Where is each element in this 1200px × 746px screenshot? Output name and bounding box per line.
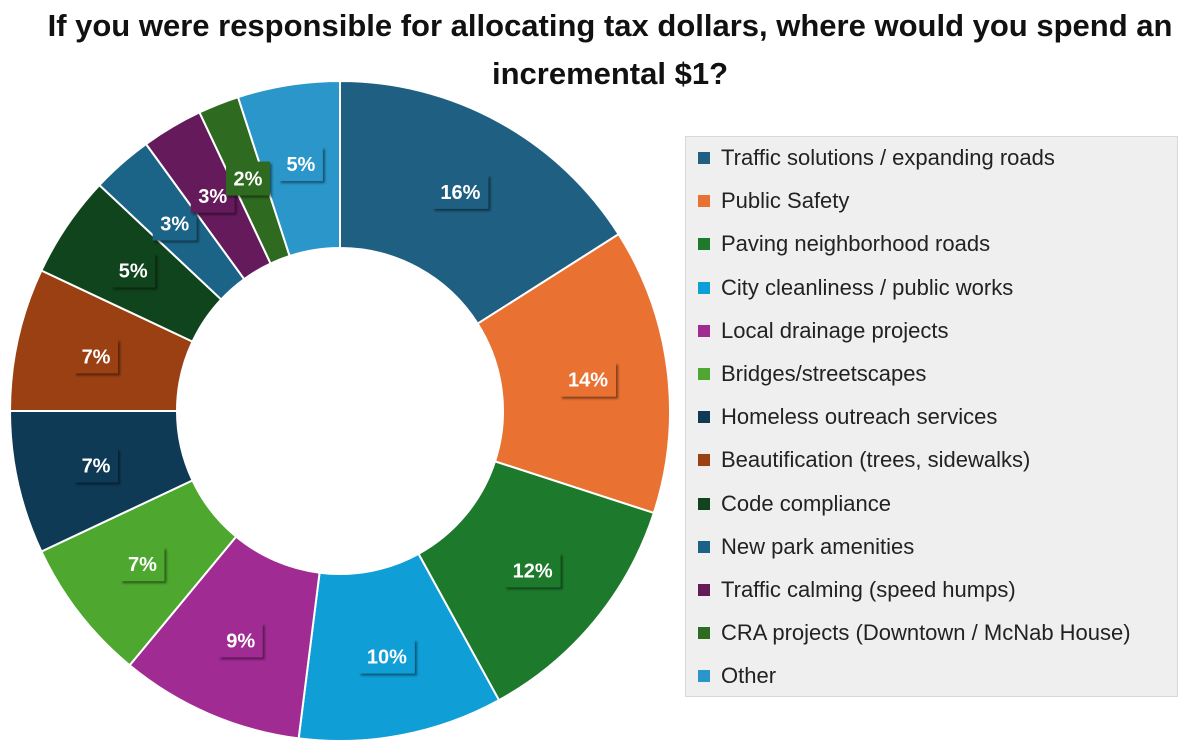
data-label-box-city-cleanliness-public-works: [358, 639, 415, 674]
data-label-new-park-amenities: 3%: [160, 213, 189, 235]
legend-item: Beautification (trees, sidewalks): [698, 445, 1030, 475]
data-label-local-drainage-projects: 9%: [226, 630, 255, 652]
slices-layer: [8, 79, 671, 742]
legend-label: Traffic calming (speed humps): [721, 577, 1016, 602]
data-label-box-homeless-outreach-services: [74, 448, 119, 483]
legend-label: Paving neighborhood roads: [721, 231, 991, 257]
legend-item: Other: [698, 661, 776, 691]
legend-label: Bridges/streetscapes: [721, 361, 927, 386]
legend-label: Local drainage projects: [721, 317, 949, 343]
legend-item: Public Safety: [698, 186, 849, 216]
legend-swatch: [698, 670, 710, 683]
legend-item: New park amenities: [698, 532, 914, 562]
legend-item: CRA projects (Downtown / McNab House): [698, 618, 1131, 648]
legend-swatch: [698, 584, 710, 596]
legend-label: Other: [721, 663, 777, 689]
legend-swatch: [698, 281, 710, 294]
data-label-box-local-drainage-projects: [218, 623, 263, 658]
legend-item: Local drainage projects: [698, 316, 948, 346]
data-label-box-cra-projects-downtown-mcnab-house: [225, 161, 270, 196]
legend-item: Paving neighborhood roads: [698, 229, 990, 259]
legend-swatch: [698, 627, 710, 640]
data-label-box-public-safety: [560, 362, 617, 397]
data-label-box-other: [278, 147, 323, 182]
legend-label: New park amenities: [721, 533, 915, 559]
data-label-box-new-park-amenities: [152, 206, 197, 241]
legend-swatch: [698, 195, 710, 208]
legend-swatch: [698, 454, 710, 467]
legend-item: Homeless outreach services: [698, 402, 997, 432]
data-label-box-bridges-streetscapes: [120, 547, 165, 582]
legend-label: Traffic solutions / expanding roads: [721, 145, 1055, 170]
data-label-box-code-compliance: [111, 253, 156, 288]
data-label-beautification-trees-sidewalks: 7%: [82, 346, 111, 368]
legend-swatch: [698, 411, 710, 424]
legend-label: Code compliance: [721, 490, 891, 516]
data-label-public-safety: 14%: [568, 370, 608, 392]
legend-item: Traffic solutions / expanding roads: [698, 143, 1055, 173]
data-label-box-beautification-trees-sidewalks: [74, 339, 119, 374]
data-label-traffic-solutions-expanding-roads: 16%: [440, 182, 480, 204]
data-label-box-traffic-solutions-expanding-roads: [432, 174, 489, 209]
legend-label: Homeless outreach services: [721, 404, 998, 430]
legend-item: Code compliance: [698, 489, 891, 519]
data-label-paving-neighborhood-roads: 12%: [513, 560, 553, 582]
legend-label: City cleanliness / public works: [721, 274, 1014, 300]
legend-item: Traffic calming (speed humps): [698, 575, 1016, 605]
data-label-other: 5%: [286, 154, 315, 176]
legend-swatch: [698, 152, 710, 164]
legend-label: Beautification (trees, sidewalks): [721, 447, 1031, 473]
legend-label: CRA projects (Downtown / McNab House): [721, 620, 1131, 646]
data-label-cra-projects-downtown-mcnab-house: 2%: [234, 169, 263, 191]
data-label-city-cleanliness-public-works: 10%: [367, 647, 407, 669]
legend-item: City cleanliness / public works: [698, 273, 1013, 303]
legend-swatch: [698, 324, 710, 337]
data-label-box-paving-neighborhood-roads: [504, 553, 561, 588]
legend-swatch: [698, 238, 710, 251]
legend-swatch: [698, 497, 710, 510]
data-label-traffic-calming-speed-humps: 3%: [198, 186, 227, 208]
data-label-bridges-streetscapes: 7%: [128, 554, 157, 576]
legend: Traffic solutions / expanding roads Publi…: [685, 136, 1178, 697]
labels-layer: 16% 14% 12% 10% 9% 7% 7% 7% 5% 3% 3% 2% 5%: [74, 147, 617, 674]
legend-item: Bridges/streetscapes: [698, 359, 926, 389]
data-label-homeless-outreach-services: 7%: [82, 456, 111, 478]
legend-swatch: [698, 368, 710, 380]
legend-swatch: [698, 540, 710, 553]
legend-label: Public Safety: [721, 188, 850, 214]
chart-title: If you were responsible for allocating t…: [47, 8, 1173, 91]
data-label-code-compliance: 5%: [119, 260, 148, 282]
